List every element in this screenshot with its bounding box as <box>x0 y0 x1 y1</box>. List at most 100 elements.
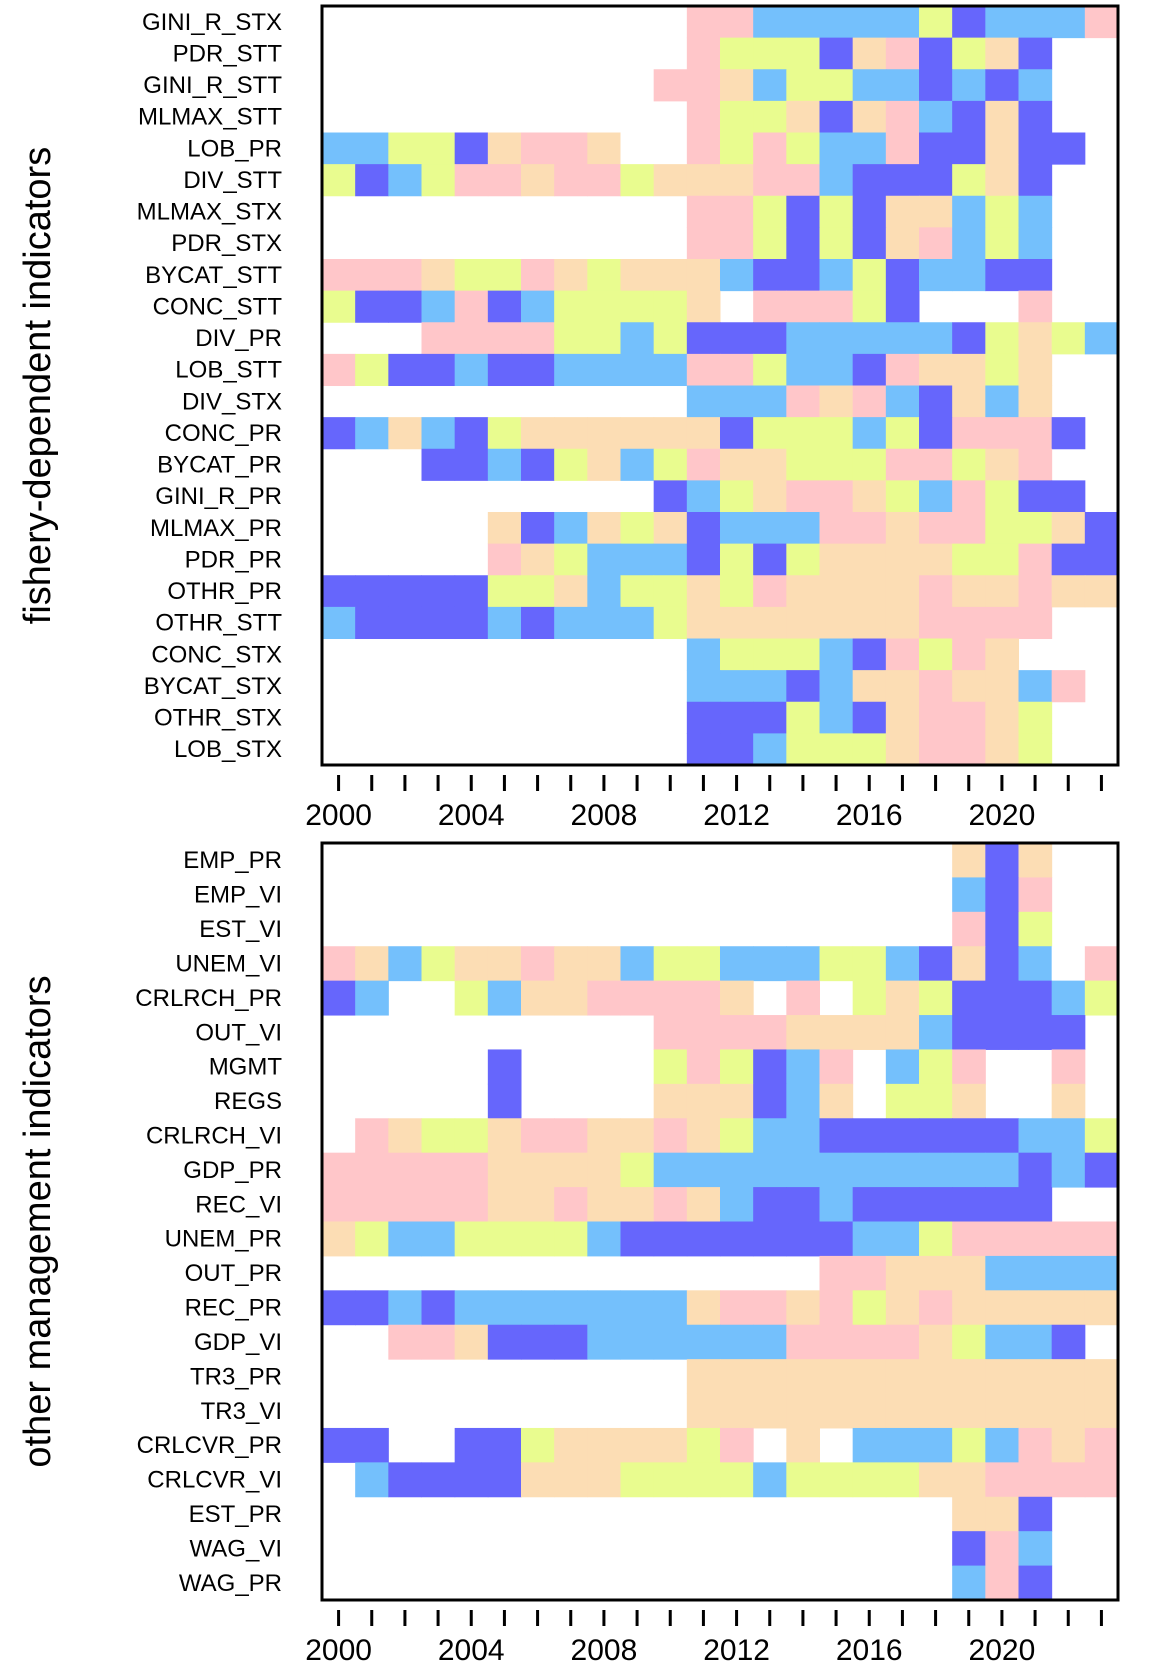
p1-cell-GDP_PR-2020 <box>985 1152 1019 1188</box>
p1-cell-CRLRCH_VI-2009 <box>620 1118 655 1154</box>
p0-cell-LOB_PR-2017 <box>885 132 920 165</box>
p1-cell-REGS-2014 <box>786 1083 820 1119</box>
p1-cell-REC_PR-2022 <box>1051 1290 1086 1326</box>
p0-cell-BYCAT_STX-2021 <box>1018 670 1053 703</box>
p0-cell-LOB_STX-2018 <box>919 733 953 766</box>
p1-cell-EST_PR-2020 <box>985 1496 1019 1532</box>
p0-cell-OTHR_PR-2002 <box>388 575 422 608</box>
p0-cell-OTHR_PR-2016 <box>852 575 887 608</box>
p0-cell-GINI_R_STT-2016 <box>852 69 887 102</box>
p0-cell-OTHR_STT-2008 <box>587 606 621 640</box>
p0-cell-GINI_R_STX-2014 <box>786 6 820 39</box>
p0-cell-CONC_STX-2015 <box>819 638 854 671</box>
p1-cell-CRLRCH_VI-2002 <box>388 1118 422 1154</box>
p1-cell-REC_VI-2014 <box>786 1187 820 1222</box>
p0-cell-BYCAT_PR-2010 <box>653 448 688 481</box>
p1-cell-UNEM_VI-2005 <box>487 946 522 982</box>
p0-cell-CONC_PR-2016 <box>852 417 887 450</box>
p1-cell-GDP_PR-2014 <box>786 1152 820 1188</box>
p1-x-tick-label: 2016 <box>836 1634 903 1667</box>
p0-cell-CONC_PR-2000 <box>322 417 356 450</box>
p1-cell-UNEM_PR-2015 <box>819 1221 854 1257</box>
p0-cell-LOB_STT-2011 <box>686 353 721 387</box>
p1-cell-REC_PR-2014 <box>786 1290 820 1326</box>
p1-cell-CRLCVR_VI-2009 <box>620 1462 655 1498</box>
p0-cell-BYCAT_PR-2015 <box>819 448 854 481</box>
p1-cell-UNEM_VI-2014 <box>786 946 820 982</box>
p0-cell-BYCAT_PR-2003 <box>421 448 456 481</box>
p0-cell-GINI_R_STX-2016 <box>852 6 887 39</box>
p0-x-tick-label: 2012 <box>703 799 770 832</box>
p0-cell-BYCAT_STT-2012 <box>720 259 754 292</box>
p1-row-label: EST_VI <box>199 916 282 943</box>
p0-cell-GINI_R_STT-2012 <box>720 69 754 102</box>
p0-cell-MLMAX_PR-2007 <box>554 512 588 545</box>
p1-cell-OUT_VI-2010 <box>653 1015 688 1050</box>
p0-cell-CONC_STT-2015 <box>819 290 854 323</box>
p0-cell-LOB_STX-2020 <box>985 733 1019 766</box>
p0-cell-GINI_R_STX-2011 <box>686 6 721 39</box>
p1-x-tick-label: 2008 <box>571 1634 638 1667</box>
p0-cell-LOB_PR-2022 <box>1051 132 1086 165</box>
p0-cell-PDR_PR-2007 <box>554 543 588 576</box>
p1-cell-CRLCVR_PR-2010 <box>653 1427 688 1463</box>
p0-cell-LOB_PR-2006 <box>521 132 555 165</box>
p0-cell-PDR_PR-2015 <box>819 543 854 576</box>
p1-cell-REGS-2010 <box>653 1083 688 1119</box>
p0-cell-OTHR_PR-2021 <box>1018 575 1053 608</box>
p0-cell-DIV_STT-2018 <box>919 164 953 197</box>
p0-cell-LOB_STX-2011 <box>686 733 721 766</box>
p1-cell-TR3_VI-2013 <box>753 1393 787 1429</box>
p0-cell-MLMAX_STX-2015 <box>819 195 854 228</box>
p0-cell-LOB_PR-2019 <box>952 132 986 165</box>
p0-cell-LOB_STX-2013 <box>753 733 787 766</box>
p1-cell-TR3_PR-2023 <box>1084 1359 1119 1395</box>
p0-cell-CONC_PR-2004 <box>454 417 489 450</box>
p0-cell-PDR_STT-2011 <box>686 37 721 70</box>
p0-row-label: BYCAT_PR <box>157 452 282 479</box>
p1-cell-GDP_PR-2021 <box>1018 1152 1053 1188</box>
p1-cell-CRLRCH_PR-2007 <box>554 980 588 1016</box>
p1-cell-CRLCVR_PR-2009 <box>620 1427 655 1463</box>
p1-cell-UNEM_VI-2023 <box>1084 946 1119 982</box>
p0-cell-LOB_STT-2003 <box>421 353 456 387</box>
p0-cell-CONC_PR-2022 <box>1051 417 1086 450</box>
p0-cell-PDR_PR-2021 <box>1018 543 1053 576</box>
p0-cell-LOB_STT-2009 <box>620 353 655 387</box>
p1-cell-CRLRCH_VI-2015 <box>819 1118 854 1154</box>
p0-x-tick-label: 2000 <box>305 799 372 832</box>
p0-cell-OTHR_STT-2000 <box>322 606 356 640</box>
p0-cell-OTHR_PR-2007 <box>554 575 588 608</box>
p0-cell-OTHR_STT-2005 <box>487 606 522 640</box>
p1-cell-REC_VI-2004 <box>454 1187 489 1222</box>
p0-cell-GINI_R_PR-2017 <box>885 480 920 513</box>
p0-cell-LOB_STT-2004 <box>454 353 489 387</box>
p0-cell-DIV_PR-2006 <box>521 322 555 355</box>
p1-cell-UNEM_VI-2007 <box>554 946 588 982</box>
p1-cell-UNEM_PR-2017 <box>885 1221 920 1257</box>
p0-row-label: GINI_R_PR <box>155 483 282 510</box>
p0-cell-BYCAT_STX-2017 <box>885 670 920 703</box>
p1-cell-CRLCVR_PR-2006 <box>521 1427 555 1463</box>
p0-cell-CONC_STX-2013 <box>753 638 787 671</box>
p0-cell-OTHR_STT-2009 <box>620 606 655 640</box>
p1-cell-UNEM_PR-2014 <box>786 1221 820 1257</box>
p0-cell-OTHR_STX-2015 <box>819 701 854 734</box>
p1-cell-CRLCVR_VI-2022 <box>1051 1462 1086 1498</box>
p1-cell-UNEM_VI-2001 <box>355 946 389 982</box>
p1-cell-EMP_PR-2020 <box>985 843 1019 878</box>
p0-cell-GINI_R_PR-2012 <box>720 480 754 513</box>
p1-cell-UNEM_VI-2019 <box>952 946 986 982</box>
p1-cell-MGMT-2017 <box>885 1049 920 1085</box>
p0-cell-BYCAT_STT-2013 <box>753 259 787 292</box>
p0-cell-GINI_R_STX-2018 <box>919 6 953 39</box>
p0-cell-DIV_PR-2015 <box>819 322 854 355</box>
p1-cell-EST_VI-2020 <box>985 911 1019 947</box>
p0-cell-CONC_PR-2002 <box>388 417 422 450</box>
p0-cell-DIV_STT-2008 <box>587 164 621 197</box>
p0-cell-DIV_PR-2023 <box>1084 322 1119 355</box>
p0-cell-LOB_PR-2014 <box>786 132 820 165</box>
p0-cell-MLMAX_PR-2016 <box>852 512 887 545</box>
p0-cell-OTHR_PR-2010 <box>653 575 688 608</box>
p0-cell-PDR_STX-2011 <box>686 227 721 260</box>
